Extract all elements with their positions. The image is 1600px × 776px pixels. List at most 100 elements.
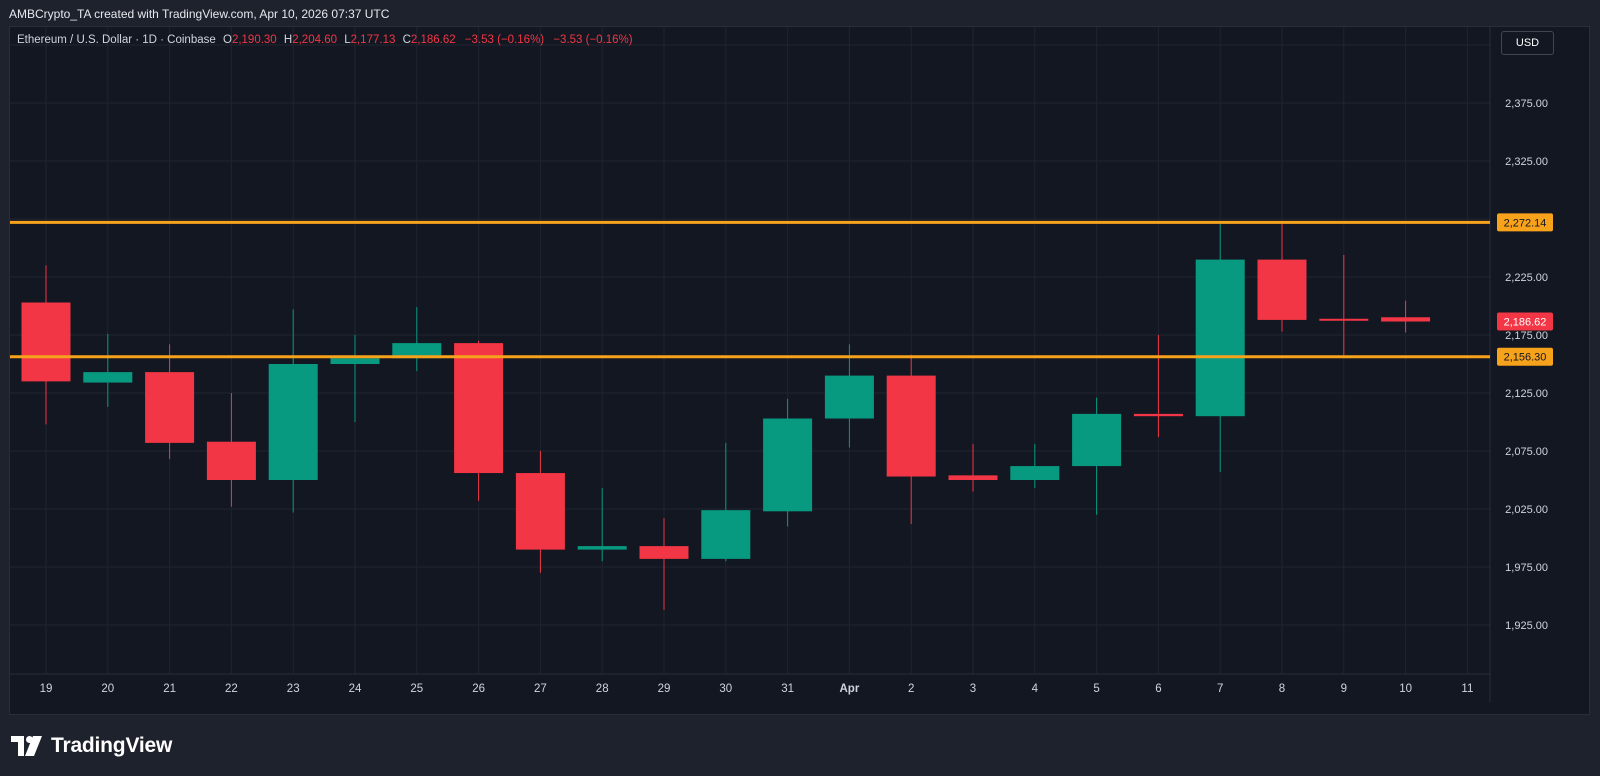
candle <box>701 442 751 562</box>
price-tick-label: 2,375.00 <box>1505 98 1548 110</box>
level-price-tag <box>1497 213 1553 232</box>
candle <box>330 335 380 422</box>
time-tick-label: 22 <box>225 683 238 695</box>
candle <box>1010 444 1060 489</box>
high-value: 2,204.60 <box>292 34 337 46</box>
candle-body <box>83 372 133 383</box>
candle-body <box>145 372 195 443</box>
time-tick-label: Apr <box>839 683 859 695</box>
candle-body <box>701 510 751 559</box>
candle-body <box>639 546 689 559</box>
time-tick-label: 26 <box>472 683 485 695</box>
time-tick-label: 29 <box>658 683 671 695</box>
price-tick-label: 1,975.00 <box>1505 562 1548 574</box>
candle-body <box>577 546 627 550</box>
high-label: H <box>283 34 293 46</box>
candle <box>515 451 565 573</box>
tradingview-icon <box>11 736 42 756</box>
time-tick-label: 24 <box>349 683 362 695</box>
time-tick-label: 20 <box>101 683 114 695</box>
footer <box>0 715 1600 776</box>
candle-body <box>1195 259 1245 417</box>
low-label: L <box>344 34 351 46</box>
time-tick-label: 21 <box>163 683 176 695</box>
candle-body <box>886 375 936 477</box>
candle <box>1381 300 1431 333</box>
candle-body <box>763 418 813 512</box>
time-tick-label: 30 <box>719 683 732 695</box>
chart-grid <box>10 27 1491 702</box>
level-price-label: 2,272.14 <box>1504 217 1547 229</box>
credit-text: AMBCrypto_TA created with TradingView.co… <box>9 7 390 21</box>
price-tick-label: 1,925.00 <box>1505 620 1548 632</box>
close-value: 2,186.62 <box>410 34 456 46</box>
open-value: 2,190.30 <box>231 34 277 46</box>
candle-body <box>454 343 504 474</box>
candle <box>763 398 813 527</box>
candle <box>1319 254 1369 359</box>
last-price-tag <box>1497 312 1553 331</box>
last-price-label: 2,186.62 <box>1504 317 1547 329</box>
candle <box>577 488 627 562</box>
candle <box>948 444 998 492</box>
price-tick-label: 2,025.00 <box>1505 504 1548 516</box>
price-tick-label: 2,225.00 <box>1505 272 1548 284</box>
candle-body <box>21 302 71 382</box>
price-levels <box>10 220 1490 359</box>
symbol-legend[interactable]: Ethereum / U.S. Dollar · 1D · Coinbase O… <box>17 34 633 46</box>
time-tick-label: 6 <box>1155 683 1161 695</box>
candle <box>639 518 689 610</box>
time-tick-label: 4 <box>1032 683 1039 695</box>
top-bar: AMBCrypto_TA created with TradingView.co… <box>0 0 1600 26</box>
change-value-secondary: −3.53 (−0.16%) <box>553 34 633 46</box>
time-tick-label: 19 <box>40 683 53 695</box>
candle <box>1195 223 1245 472</box>
candle <box>1257 223 1307 332</box>
time-tick-label: 2 <box>908 683 914 695</box>
candles <box>21 223 1431 610</box>
candle-body <box>1257 259 1307 320</box>
candle <box>268 309 318 513</box>
time-tick-label: 25 <box>410 683 423 695</box>
price-tick-label: 2,075.00 <box>1505 446 1548 458</box>
candle-body <box>1133 413 1183 417</box>
candle-body <box>948 475 998 480</box>
tradingview-wordmark: TradingView <box>51 734 173 757</box>
time-tick-label: 9 <box>1341 683 1347 695</box>
symbol-name: Ethereum / U.S. Dollar · 1D · Coinbase <box>17 34 216 46</box>
candle-body <box>206 441 256 480</box>
time-tick-label: 3 <box>970 683 976 695</box>
candle-body <box>1319 318 1369 321</box>
time-tick-label: 11 <box>1461 683 1473 695</box>
open-label: O <box>222 34 232 46</box>
price-tick-label: 2,175.00 <box>1505 330 1548 342</box>
currency-button[interactable]: USD <box>1501 31 1554 55</box>
candle <box>83 333 133 407</box>
candle <box>1072 397 1122 515</box>
level-price-label: 2,156.30 <box>1504 352 1547 364</box>
candle-body <box>1010 466 1060 480</box>
change-value: −3.53 (−0.16%) <box>464 34 545 46</box>
close-label: C <box>402 34 411 46</box>
candle <box>392 307 442 371</box>
candle <box>824 344 874 448</box>
candle <box>886 354 936 525</box>
time-tick-label: 10 <box>1399 683 1412 695</box>
candle-body <box>824 375 874 419</box>
time-axis: 19 20 21 22 23 24 25 26 27 28 29 30 31 Apr 2 3 4 5 6 7 8 9 10 1… <box>40 683 1474 695</box>
level-price-tag <box>1497 347 1553 366</box>
tradingview-logo[interactable]: TradingView <box>11 732 172 760</box>
candle-body <box>1072 413 1122 467</box>
price-axis: 1,925.00 1,975.00 2,025.00 2,075.00 2,125.00… <box>1497 98 1553 632</box>
time-tick-label: 5 <box>1093 683 1099 695</box>
price-tick-label: 2,125.00 <box>1505 388 1548 400</box>
candle <box>145 344 195 460</box>
candle <box>206 393 256 507</box>
candle <box>454 340 504 501</box>
candle-body <box>515 473 565 550</box>
candle <box>21 265 71 425</box>
price-tick-label: 2,325.00 <box>1505 156 1548 168</box>
candle <box>1133 335 1183 438</box>
time-tick-label: 27 <box>534 683 547 695</box>
